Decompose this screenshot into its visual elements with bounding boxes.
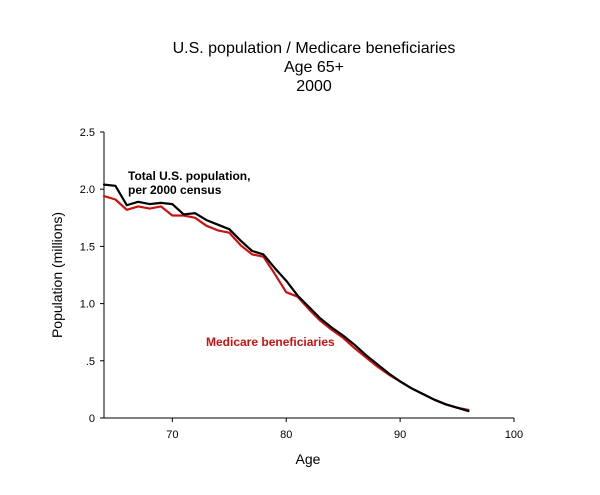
y-tick-label: 1.5 [80,241,95,253]
x-axis-ticks: 70 80 90 100 [166,418,523,441]
y-tick-label: .5 [86,356,95,368]
y-tick-label: 2.0 [80,184,95,196]
y-tick-label: 0 [89,413,95,425]
chart-title: U.S. population / Medicare beneficiaries… [173,40,456,95]
x-tick-label: 70 [166,429,178,441]
series-label-total: Total U.S. population, per 2000 census [128,169,250,197]
x-tick-label: 100 [505,429,523,441]
y-tick-label: 2.5 [80,127,95,139]
series-label-total-line-1: Total U.S. population, [128,169,250,183]
x-tick-label: 90 [394,429,406,441]
series-label-medicare: Medicare beneficiaries [206,335,335,349]
x-axis-label: Age [296,451,321,467]
chart-title-line-3: 2000 [296,78,332,95]
chart-title-line-2: Age 65+ [284,59,344,76]
series-line-total-population [102,183,470,413]
chart-title-line-1: U.S. population / Medicare beneficiaries [173,40,456,57]
y-tick-label: 1.0 [80,299,95,311]
y-axis-label: Population (millions) [49,212,65,338]
y-axis-ticks: 0 .5 1.0 1.5 2.0 2.5 [80,127,104,425]
series-lines [102,183,470,413]
series-line-medicare-beneficiaries [102,195,470,412]
x-tick-label: 80 [280,429,292,441]
series-label-total-line-2: per 2000 census [128,183,222,197]
